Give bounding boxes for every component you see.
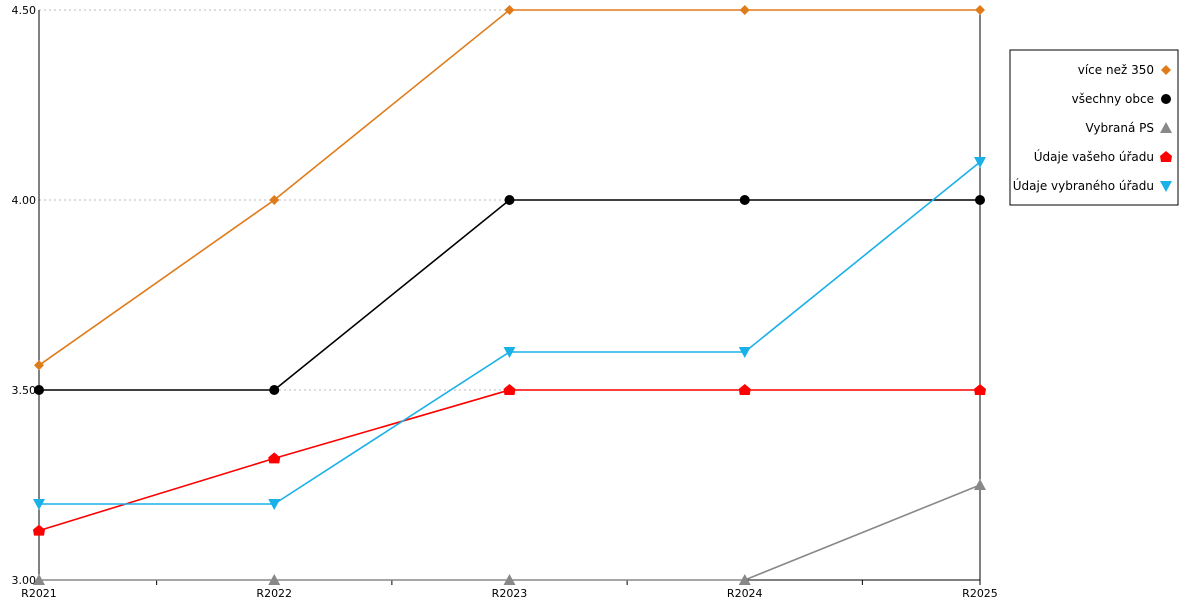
series-line xyxy=(39,161,981,505)
data-point xyxy=(974,157,986,168)
data-point xyxy=(738,574,751,585)
legend-marker xyxy=(1160,181,1172,192)
legend-label: Vybraná PS xyxy=(1085,121,1154,135)
legend-label: všechny obce xyxy=(1072,92,1154,106)
series-line xyxy=(39,484,981,581)
data-point xyxy=(269,195,280,205)
data-point xyxy=(33,524,45,536)
series-1 xyxy=(34,195,985,395)
series-group xyxy=(33,5,986,585)
x-tick-label: R2022 xyxy=(256,587,292,600)
legend-marker xyxy=(1161,94,1171,104)
data-point xyxy=(268,574,281,585)
legend: více než 350 všechny obce Vybraná PS Údaje … xyxy=(1009,49,1179,206)
data-point xyxy=(974,479,986,490)
legend-marker xyxy=(1160,151,1172,162)
data-point xyxy=(268,452,281,464)
y-tick-label: 4.50 xyxy=(12,4,37,17)
data-point xyxy=(503,574,516,585)
series-line xyxy=(38,389,980,532)
data-point xyxy=(974,384,986,395)
series-4 xyxy=(33,157,986,510)
x-tick-label: R2023 xyxy=(492,587,528,600)
data-point xyxy=(504,195,515,205)
data-point xyxy=(34,385,44,395)
x-tick-label: R2021 xyxy=(21,587,57,600)
data-point xyxy=(738,347,751,358)
data-point xyxy=(503,384,516,395)
data-point xyxy=(268,499,281,510)
data-point xyxy=(33,499,45,510)
data-point xyxy=(269,385,280,395)
data-point xyxy=(738,384,751,395)
data-point xyxy=(503,347,516,358)
series-2 xyxy=(33,479,986,585)
data-point xyxy=(739,5,750,15)
series-0 xyxy=(34,5,985,371)
data-point xyxy=(975,5,985,15)
axes: 3.00 3.50 4.00 4.50 R2021 R2022 R2023 R2024 R202… xyxy=(12,4,998,600)
data-point xyxy=(33,574,45,585)
legend-label: Údaje vašeho úřadu xyxy=(1034,149,1154,164)
series-3 xyxy=(33,384,986,536)
series-line xyxy=(39,199,980,391)
legend-marker xyxy=(1161,65,1171,75)
y-tick-label: 3.00 xyxy=(12,574,37,587)
data-point xyxy=(34,360,44,371)
data-point xyxy=(504,5,515,15)
legend-marker xyxy=(1160,122,1172,133)
legend-label: více než 350 xyxy=(1078,63,1154,77)
data-point xyxy=(975,195,985,205)
legend-label: Údaje vybraného úřadu xyxy=(1013,178,1154,193)
y-tick-label: 3.50 xyxy=(12,384,37,397)
x-tick-label: R2025 xyxy=(962,587,998,600)
series-line xyxy=(38,9,980,366)
x-tick-label: R2024 xyxy=(727,587,763,600)
y-tick-label: 4.00 xyxy=(12,194,37,207)
data-point xyxy=(739,195,750,205)
legend-box xyxy=(1009,49,1179,206)
